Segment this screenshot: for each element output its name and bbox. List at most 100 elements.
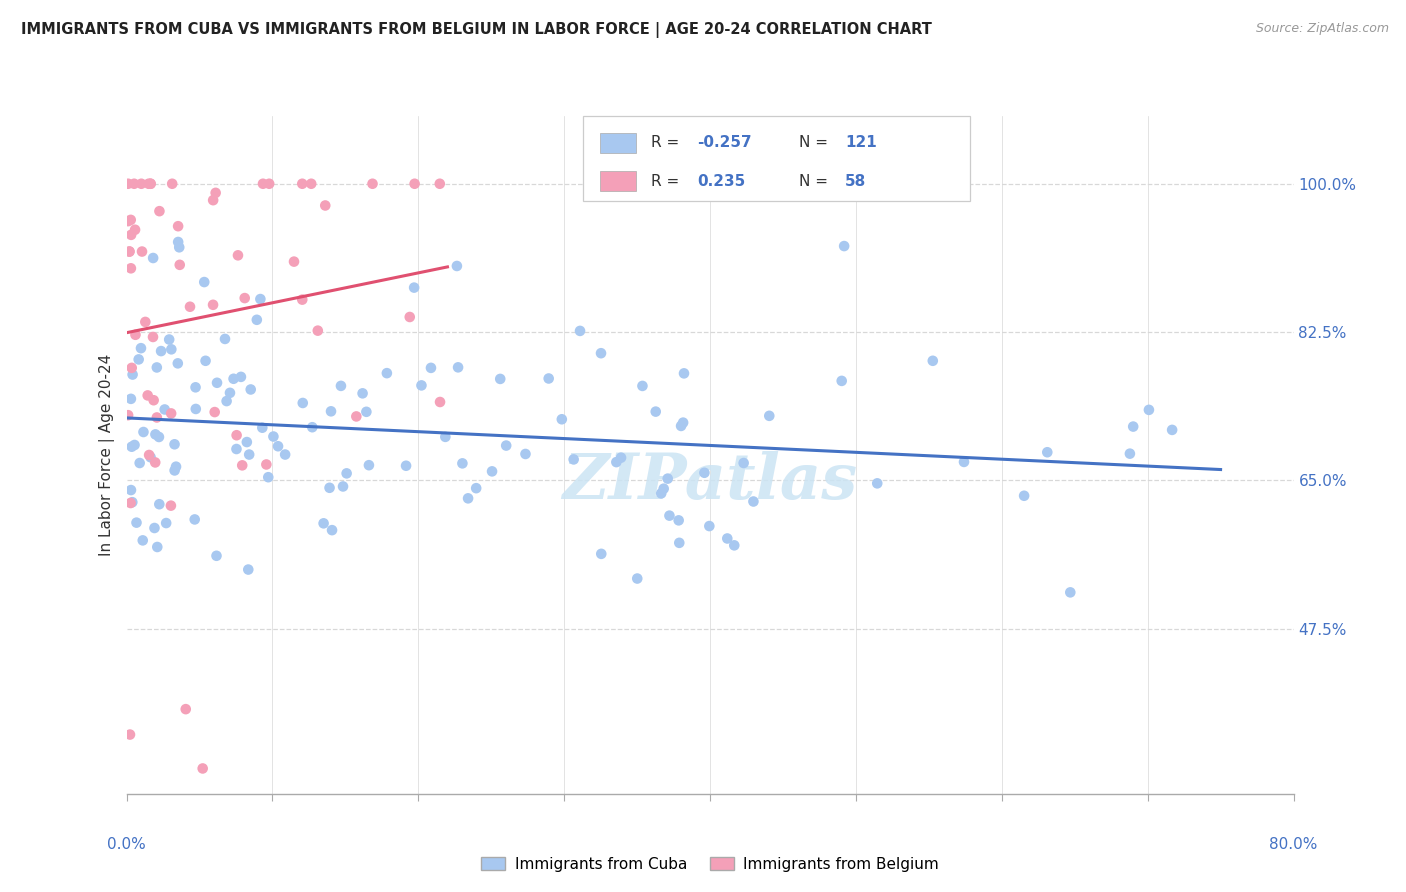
- Point: [155, 516, 177, 530]
- Point: [375, 366, 398, 380]
- Point: [225, 442, 247, 456]
- Point: [146, 360, 169, 375]
- Point: [291, 177, 314, 191]
- Point: [429, 395, 451, 409]
- Point: [139, 450, 162, 465]
- Point: [831, 374, 853, 388]
- Point: [117, 214, 139, 228]
- Point: [120, 227, 142, 242]
- Point: [238, 448, 260, 462]
- Point: [411, 378, 433, 392]
- Point: [124, 438, 146, 452]
- Point: [1036, 445, 1059, 459]
- Point: [150, 344, 173, 359]
- Point: [481, 464, 503, 478]
- Y-axis label: In Labor Force | Age 20-24: In Labor Force | Age 20-24: [100, 354, 115, 556]
- Point: [120, 261, 142, 276]
- Point: [1059, 585, 1081, 599]
- Point: [652, 482, 675, 496]
- Point: [160, 499, 183, 513]
- Point: [716, 532, 738, 546]
- Text: IMMIGRANTS FROM CUBA VS IMMIGRANTS FROM BELGIUM IN LABOR FORCE | AGE 20-24 CORRE: IMMIGRANTS FROM CUBA VS IMMIGRANTS FROM …: [21, 22, 932, 38]
- Point: [194, 353, 217, 368]
- Point: [136, 388, 159, 402]
- Point: [121, 360, 143, 375]
- Point: [398, 310, 420, 324]
- Point: [299, 177, 322, 191]
- Point: [446, 259, 468, 273]
- Point: [157, 333, 180, 347]
- Point: [138, 177, 160, 191]
- Point: [120, 392, 142, 406]
- Point: [138, 448, 160, 462]
- Text: N =: N =: [799, 136, 832, 150]
- Point: [658, 508, 681, 523]
- Point: [301, 420, 323, 434]
- Point: [191, 761, 214, 775]
- Point: [179, 300, 201, 314]
- Point: [672, 367, 695, 381]
- Point: [169, 258, 191, 272]
- Point: [167, 240, 190, 254]
- Point: [219, 385, 242, 400]
- Point: [356, 405, 378, 419]
- Point: [447, 360, 470, 375]
- Point: [451, 456, 474, 470]
- Point: [139, 177, 162, 191]
- Point: [215, 394, 238, 409]
- Point: [631, 379, 654, 393]
- Point: [166, 356, 188, 370]
- Point: [866, 476, 889, 491]
- Point: [231, 458, 253, 473]
- Point: [457, 491, 479, 506]
- Point: [118, 728, 141, 742]
- Point: [132, 425, 155, 439]
- Point: [319, 404, 342, 418]
- Point: [121, 495, 143, 509]
- Point: [429, 177, 451, 191]
- Point: [657, 472, 679, 486]
- Point: [160, 177, 183, 191]
- Text: R =: R =: [651, 136, 685, 150]
- Point: [142, 251, 165, 265]
- Point: [129, 341, 152, 355]
- Point: [202, 298, 225, 312]
- Point: [329, 379, 352, 393]
- Point: [205, 376, 228, 390]
- Point: [352, 386, 374, 401]
- Point: [226, 248, 249, 262]
- Point: [246, 313, 269, 327]
- Point: [318, 481, 340, 495]
- Point: [120, 483, 142, 497]
- Point: [921, 353, 943, 368]
- Text: -0.257: -0.257: [697, 136, 752, 150]
- Text: 80.0%: 80.0%: [1270, 837, 1317, 852]
- Point: [183, 512, 205, 526]
- Point: [193, 275, 215, 289]
- Point: [699, 519, 721, 533]
- Point: [832, 239, 855, 253]
- Point: [204, 405, 226, 419]
- Point: [257, 177, 280, 191]
- Legend: Immigrants from Cuba, Immigrants from Belgium: Immigrants from Cuba, Immigrants from Be…: [475, 850, 945, 878]
- Point: [404, 280, 426, 294]
- Point: [336, 467, 359, 481]
- Point: [307, 324, 329, 338]
- Point: [252, 177, 274, 191]
- Point: [125, 516, 148, 530]
- Point: [122, 177, 145, 191]
- Point: [1137, 402, 1160, 417]
- Point: [551, 412, 574, 426]
- Point: [184, 380, 207, 394]
- Point: [145, 427, 167, 442]
- Point: [143, 455, 166, 469]
- Point: [153, 402, 176, 417]
- Point: [742, 494, 765, 508]
- Point: [723, 538, 745, 552]
- Point: [668, 513, 690, 527]
- Text: 58: 58: [845, 174, 866, 188]
- Point: [562, 452, 585, 467]
- Point: [1161, 423, 1184, 437]
- Point: [239, 383, 262, 397]
- Point: [589, 346, 612, 360]
